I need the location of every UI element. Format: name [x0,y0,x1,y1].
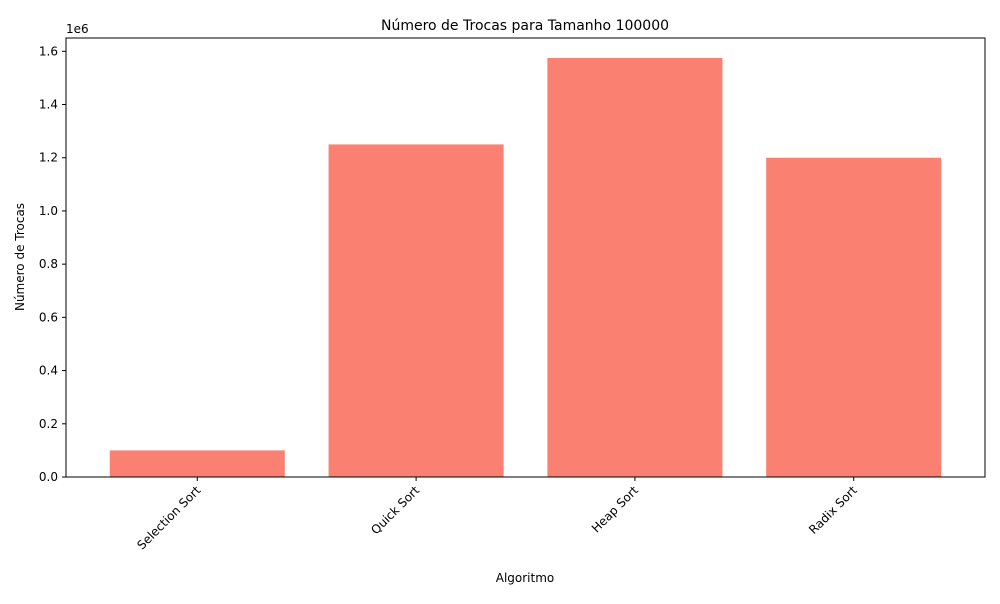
y-tick-label: 0.0 [39,470,58,484]
chart-title: Número de Trocas para Tamanho 100000 [381,18,669,34]
x-tick-label: Heap Sort [589,483,641,535]
x-axis-label: Algoritmo [496,571,555,585]
y-tick-label: 1.0 [39,204,58,218]
y-tick-label: 1.2 [39,151,58,165]
x-tick-label: Radix Sort [806,483,860,537]
y-tick-label: 0.6 [39,310,58,324]
y-axis-label: Número de Trocas [13,203,27,311]
y-tick-label: 1.4 [39,98,58,112]
bar-quick-sort [328,144,504,477]
bar-selection-sort [109,450,285,477]
y-tick-label: 0.4 [39,364,58,378]
plot-frame [65,37,986,478]
bar-radix-sort [766,157,942,477]
bar-heap-sort [547,57,723,478]
y-axis-offset-label: 1e6 [66,22,89,36]
x-tick-label: Selection Sort [134,483,203,552]
y-tick-label: 0.2 [39,417,58,431]
y-tick-label: 0.8 [39,257,58,271]
x-tick-label: Quick Sort [368,483,422,537]
axes-layer [65,37,986,478]
y-tick-label: 1.6 [39,44,58,58]
bars-layer [109,57,942,478]
